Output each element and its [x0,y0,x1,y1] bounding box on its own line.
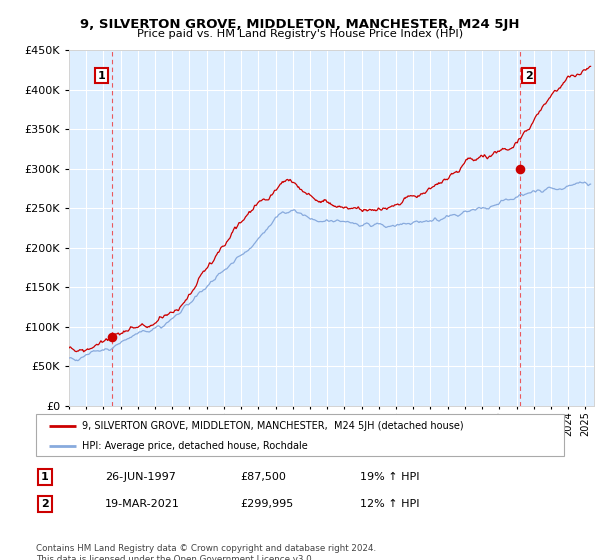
Text: 19% ↑ HPI: 19% ↑ HPI [360,472,419,482]
Text: £299,995: £299,995 [240,499,293,509]
Text: 1: 1 [97,71,105,81]
Text: 9, SILVERTON GROVE, MIDDLETON, MANCHESTER,  M24 5JH (detached house): 9, SILVERTON GROVE, MIDDLETON, MANCHESTE… [82,421,464,431]
Text: 26-JUN-1997: 26-JUN-1997 [105,472,176,482]
Text: 2: 2 [41,499,49,509]
Text: 2: 2 [525,71,533,81]
Text: 1: 1 [41,472,49,482]
Text: HPI: Average price, detached house, Rochdale: HPI: Average price, detached house, Roch… [82,441,308,451]
Text: Price paid vs. HM Land Registry's House Price Index (HPI): Price paid vs. HM Land Registry's House … [137,29,463,39]
Text: 19-MAR-2021: 19-MAR-2021 [105,499,180,509]
Text: £87,500: £87,500 [240,472,286,482]
Point [515,165,525,174]
Text: Contains HM Land Registry data © Crown copyright and database right 2024.
This d: Contains HM Land Registry data © Crown c… [36,544,376,560]
Text: 9, SILVERTON GROVE, MIDDLETON, MANCHESTER, M24 5JH: 9, SILVERTON GROVE, MIDDLETON, MANCHESTE… [80,18,520,31]
Text: 12% ↑ HPI: 12% ↑ HPI [360,499,419,509]
Point [107,333,116,342]
FancyBboxPatch shape [36,414,564,456]
